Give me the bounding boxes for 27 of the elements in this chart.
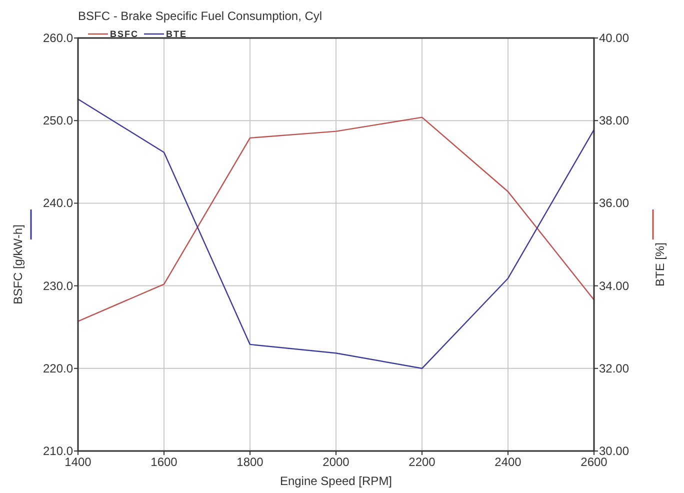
y2-tick-label: 38.00	[599, 114, 630, 128]
y2-axis-title: BTE [%]	[653, 242, 667, 287]
y2-tick-label: 30.00	[599, 444, 630, 458]
y-tick-label: 230.0	[42, 278, 74, 293]
line-series	[77, 116, 595, 322]
x-axis-title: Engine Speed [RPM]	[280, 474, 392, 488]
y2-tick-label: 34.00	[599, 278, 630, 293]
y2-tick-label: 32.00	[599, 361, 630, 376]
x-tick-label: 1400	[64, 455, 92, 469]
legend-label: BTE	[166, 29, 187, 39]
y-tick-label: 250.0	[42, 114, 74, 128]
x-tick-label: 2400	[494, 455, 522, 469]
y-axis-title: BSFC [g/kW-h]	[11, 224, 25, 304]
x-tick-label: 1800	[236, 455, 264, 469]
y2-tick-label: 36.00	[599, 196, 630, 210]
y-tick-label: 260.0	[42, 31, 74, 45]
y-tick-label: 220.0	[42, 361, 74, 376]
y-tick-label: 210.0	[42, 444, 74, 458]
y2-tick-label: 40.00	[599, 31, 630, 45]
line-series	[77, 98, 595, 369]
chart-title: BSFC - Brake Specific Fuel Consumption, Cyl	[78, 9, 322, 23]
y-tick-label: 240.0	[42, 196, 74, 210]
x-tick-label: 2000	[322, 455, 350, 469]
x-tick-label: 2600	[580, 455, 608, 469]
x-tick-label: 1600	[150, 455, 178, 469]
legend-label: BSFC	[110, 29, 138, 39]
x-tick-label: 2200	[408, 455, 436, 469]
